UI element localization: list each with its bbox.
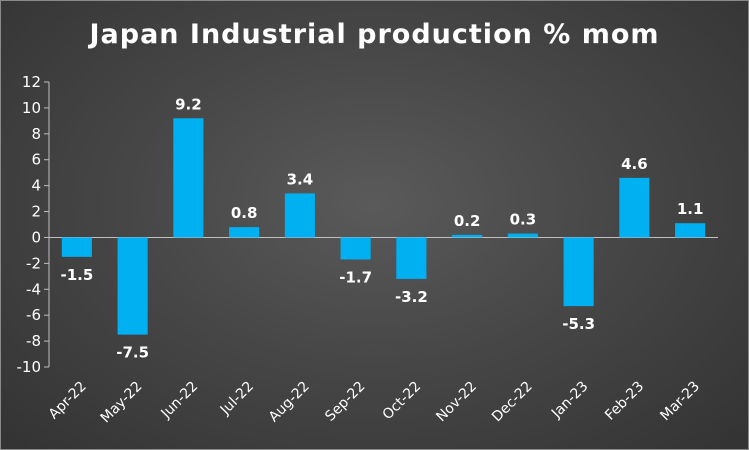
bar-jan-23: [563, 237, 594, 307]
data-label-jan-23: -5.3: [562, 315, 595, 333]
bar-oct-22: [396, 237, 427, 279]
bar-aug-22: [284, 193, 315, 238]
x-tick-label: Jan-23: [548, 379, 591, 422]
x-tick-label: Nov-22: [433, 379, 480, 426]
data-label-oct-22: -3.2: [395, 288, 428, 306]
data-label-apr-22: -1.5: [60, 266, 93, 284]
data-label-dec-22: 0.3: [510, 211, 537, 229]
y-tick-label: -4: [26, 280, 41, 298]
data-label-jun-22: 9.2: [175, 95, 202, 113]
x-tick-label: Feb-23: [602, 379, 647, 424]
x-tick-label: Jun-22: [158, 379, 202, 423]
data-label-feb-23: 4.6: [621, 155, 648, 173]
bar-may-22: [117, 237, 148, 335]
y-tick-label: -2: [26, 254, 41, 272]
y-tick-label: 10: [22, 99, 41, 117]
x-tick-label: Apr-22: [46, 379, 90, 423]
data-label-aug-22: 3.4: [287, 170, 314, 188]
x-tick-label: Mar-23: [657, 379, 703, 425]
x-tick-label: Dec-22: [489, 379, 536, 426]
bar-feb-23: [619, 177, 650, 238]
x-tick-label: Oct-22: [380, 379, 425, 424]
bar-dec-22: [507, 233, 538, 238]
y-tick-label: -10: [17, 358, 42, 376]
y-tick-label: -6: [26, 306, 41, 324]
chart-title: Japan Industrial production % mom: [89, 19, 660, 50]
x-tick-label: Sep-22: [322, 379, 368, 425]
bar-jun-22: [173, 118, 204, 238]
bar-nov-22: [452, 234, 483, 238]
y-tick-label: -8: [26, 332, 41, 350]
y-tick-label: 6: [31, 151, 41, 169]
bar-jul-22: [229, 227, 260, 238]
data-label-nov-22: 0.2: [454, 212, 481, 230]
data-label-sep-22: -1.7: [339, 268, 372, 286]
data-label-jul-22: 0.8: [231, 204, 258, 222]
bar-sep-22: [340, 237, 371, 260]
y-tick-label: 0: [31, 228, 41, 246]
x-tick-label: May-22: [98, 379, 146, 427]
y-tick-label: 12: [22, 73, 41, 91]
y-axis-ticks: 12 10 8 6 4 2 0 -2 -4 -6 -8 -10: [17, 73, 49, 376]
data-labels: -1.5 -7.5 9.2 0.8 3.4 -1.7 -3.2 0.2 0.3 -5.3 4.6 1.…: [60, 95, 703, 361]
x-tick-label: Aug-22: [266, 379, 313, 426]
bars: [61, 118, 706, 335]
y-tick-label: 2: [31, 203, 41, 221]
data-label-may-22: -7.5: [116, 344, 149, 362]
bar-mar-23: [675, 223, 706, 238]
y-tick-label: 8: [31, 125, 41, 143]
y-tick-label: 4: [31, 177, 41, 195]
bar-apr-22: [61, 237, 92, 257]
data-label-mar-23: 1.1: [677, 200, 704, 218]
x-tick-label: Jul-22: [217, 379, 257, 419]
category-labels: Apr-22 May-22 Jun-22 Jul-22 Aug-22 Sep-22 Oct-…: [46, 379, 703, 427]
